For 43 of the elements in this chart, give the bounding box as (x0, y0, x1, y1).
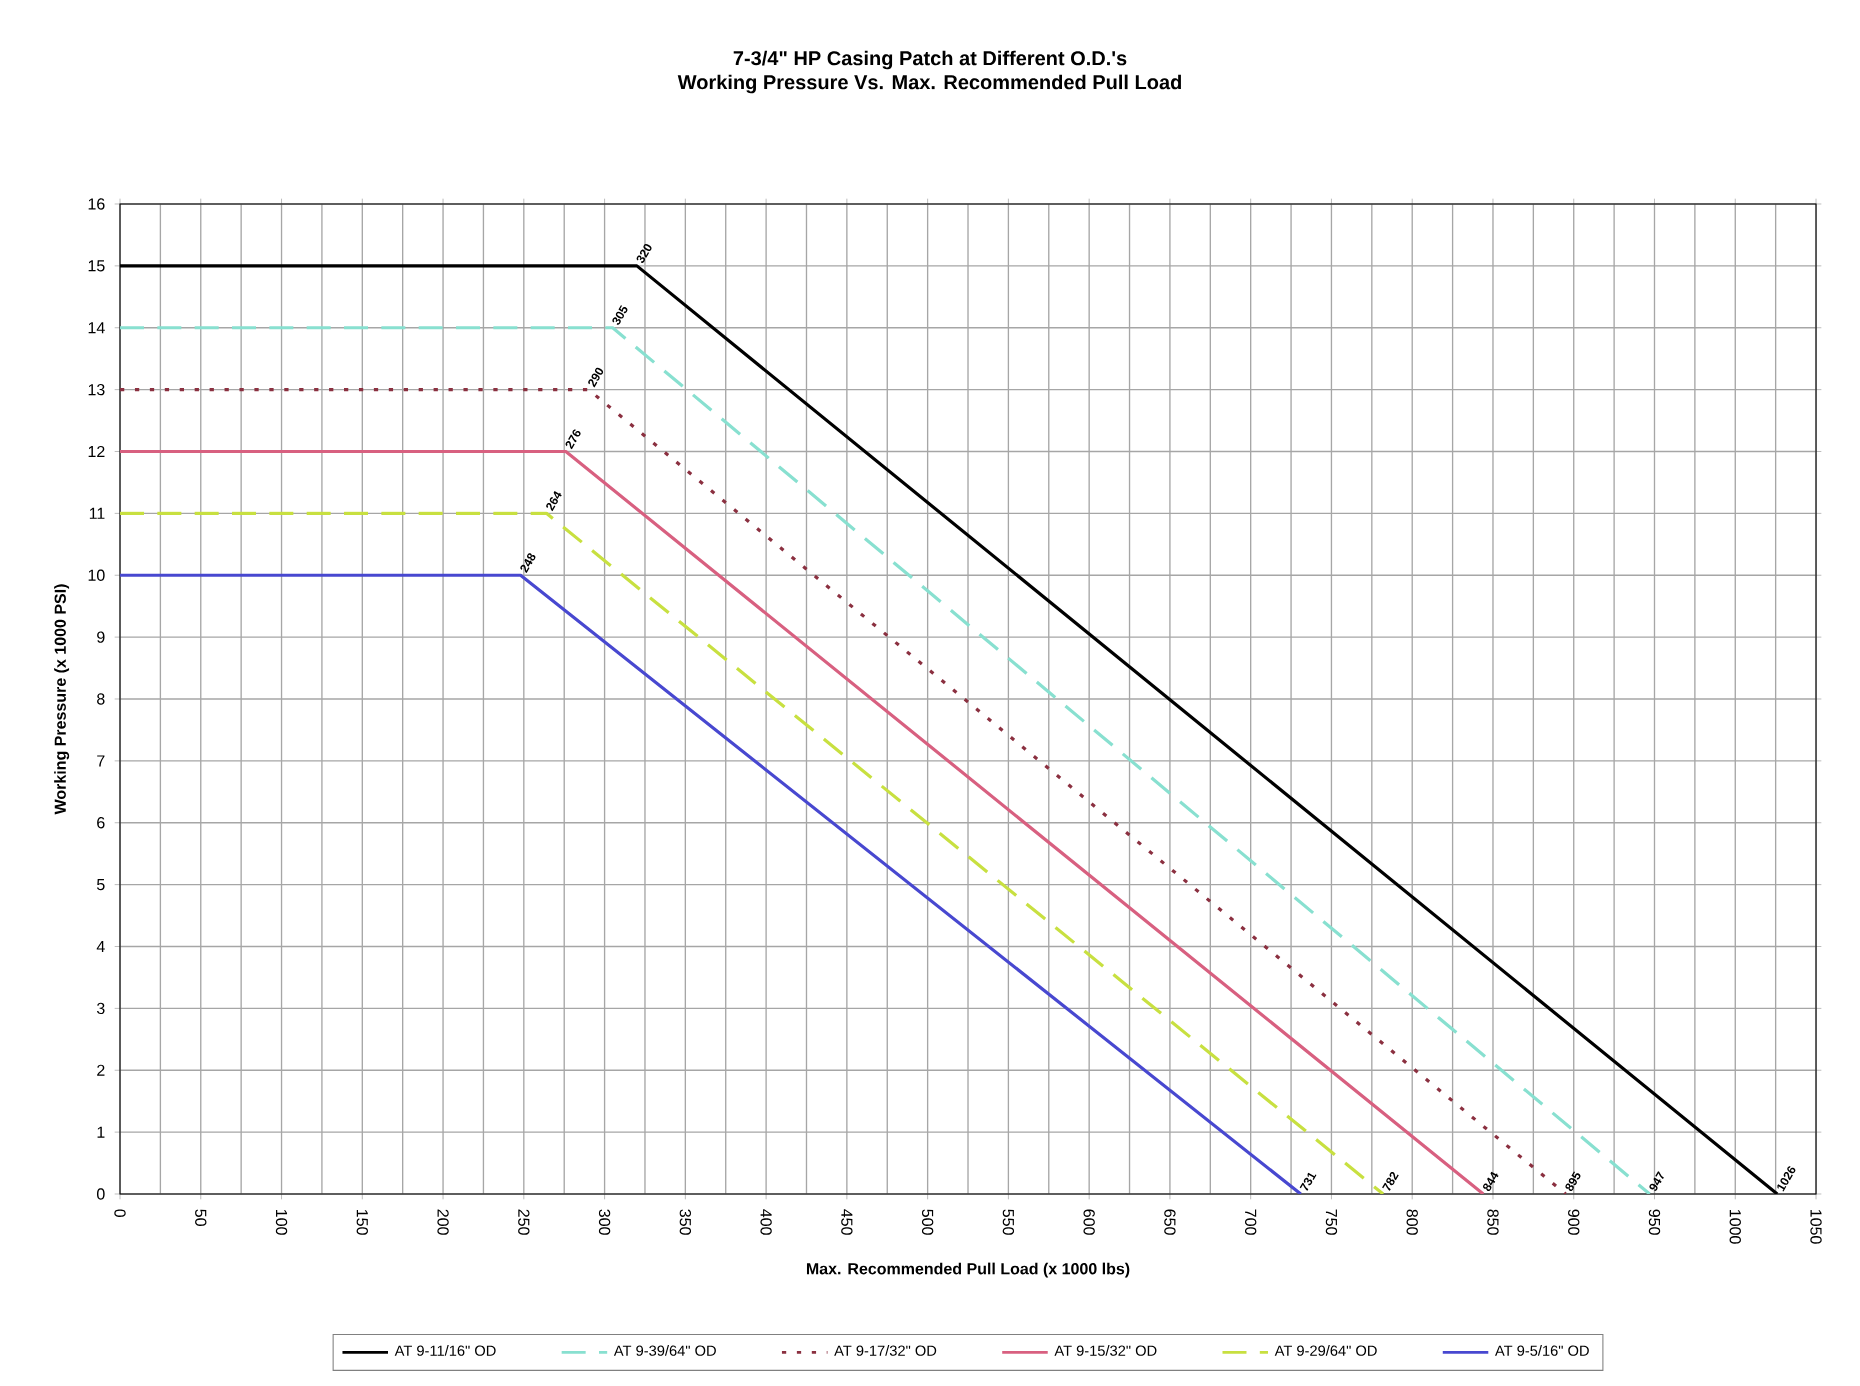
y-tick-label: 6 (97, 817, 105, 829)
y-tick-label: 13 (88, 383, 105, 396)
y-tick-label: 0 (96, 1188, 105, 1200)
x-tick-label: 600 (1083, 1209, 1095, 1235)
y-tick-label: 3 (96, 1002, 105, 1015)
y-tick-label: 9 (97, 631, 105, 643)
y-tick-label: 12 (88, 445, 105, 458)
x-tick-label: 650 (1164, 1209, 1176, 1235)
x-tick-label: 450 (841, 1209, 853, 1235)
x-tick-label: 700 (1245, 1209, 1257, 1235)
y-tick-label: 2 (97, 1064, 105, 1076)
x-tick-label: 500 (921, 1209, 934, 1235)
x-tick-label: 100 (275, 1209, 288, 1235)
x-tick-label: 200 (437, 1209, 449, 1235)
y-tick-label: 11 (89, 507, 105, 519)
x-tick-label: 400 (760, 1209, 772, 1235)
y-tick-label: 1 (97, 1126, 105, 1138)
y-tick-label: 15 (88, 260, 105, 272)
y-tick-label: 8 (97, 693, 105, 705)
y-tick-label: 5 (96, 879, 105, 891)
x-tick-label: 300 (598, 1209, 611, 1235)
x-tick-label: 950 (1648, 1209, 1661, 1235)
x-tick-label: 850 (1487, 1209, 1499, 1235)
x-tick-label: 1000 (1729, 1209, 1741, 1244)
chart-subtitle: Working Pressure Vs. Max. Recommended Pull Load (677, 74, 1181, 94)
x-tick-label: 350 (679, 1209, 692, 1235)
x-tick-label: 50 (195, 1209, 207, 1226)
y-tick-label: 16 (88, 198, 105, 210)
x-tick-label: 150 (356, 1209, 368, 1235)
y-axis-title: Working Pressure (x 1000 PSI) (54, 584, 70, 815)
y-tick-label: 4 (96, 941, 105, 952)
y-tick-label: 14 (88, 322, 105, 334)
x-tick-label: 250 (518, 1209, 530, 1235)
x-tick-label: 550 (1002, 1209, 1015, 1235)
y-tick-label: 10 (88, 569, 105, 581)
x-tick-label: 0 (114, 1209, 126, 1218)
x-tick-label: 750 (1325, 1209, 1338, 1235)
x-tick-label: 900 (1568, 1209, 1580, 1235)
x-tick-label: 1050 (1810, 1209, 1822, 1244)
chart-title: 7-3/4" HP Casing Patch at Different O.D.'s (733, 50, 1127, 70)
x-axis-title: Max. Recommended Pull Load (x 1000 lbs) (806, 1262, 1130, 1278)
y-tick-label: 7 (97, 755, 105, 767)
x-tick-label: 800 (1406, 1209, 1418, 1235)
